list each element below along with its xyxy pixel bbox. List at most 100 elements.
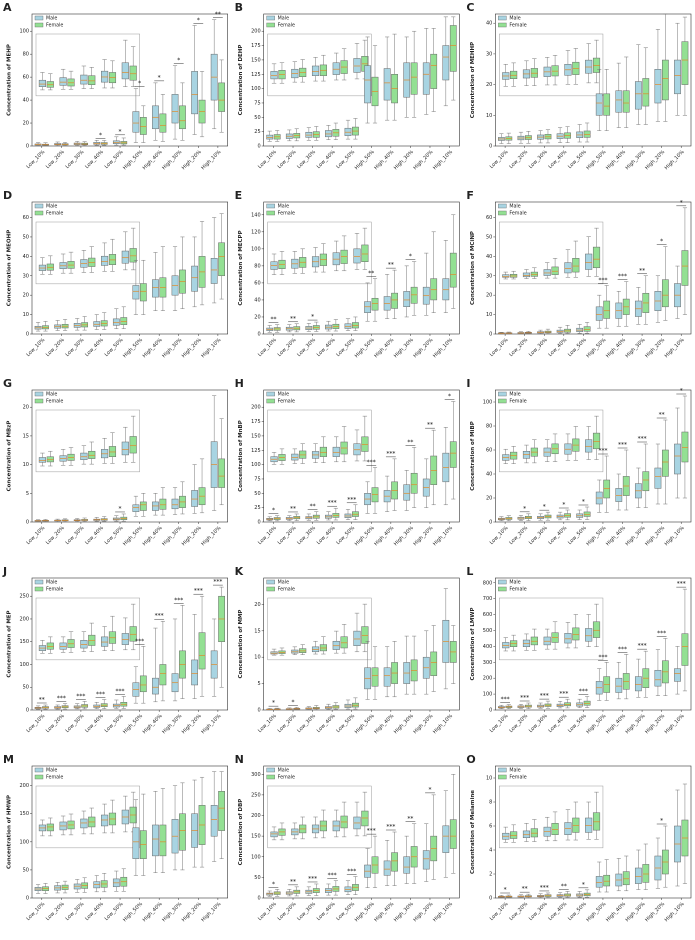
significance-label: ** [407,439,413,446]
significance-label: ** [639,267,645,274]
legend-label: Male [278,580,289,586]
x-tick-label: Low_40% [84,713,105,734]
box [179,105,186,130]
legend-swatch [266,203,275,209]
x-tick-label: Low_20% [45,525,66,546]
legend-label: Female [46,23,63,29]
x-tick-label: High_10% [664,337,686,359]
y-tick-label: 200 [483,676,493,682]
legend-swatch [498,203,507,209]
box [442,45,450,81]
x-tick-label: Low_40% [547,525,568,546]
x-tick-label: High_40% [605,525,627,547]
x-tick-label: High_40% [373,525,395,547]
x-tick-label: Low_30% [528,901,549,922]
y-tick-label: 40 [254,297,260,303]
x-tick-label: High_20% [181,149,203,171]
x-tick-label: High_50% [122,901,144,923]
legend-swatch [34,767,44,773]
significance-label: *** [386,824,395,831]
y-axis-label: Concentration of MMP [238,610,244,679]
legend-label: Male [509,768,520,774]
box [572,258,580,273]
box [430,651,438,676]
significance-label: *** [618,646,627,653]
x-tick-label: Low_40% [316,149,337,170]
box [642,864,650,883]
box [191,265,198,292]
box [129,626,137,642]
x-tick-label: Low_10% [25,149,46,170]
y-tick-label: 20 [254,314,260,320]
box [442,278,450,301]
y-axis-label: Concentration of MiBP [470,421,476,490]
x-tick-label: High_30% [161,901,183,923]
x-tick-label: High_20% [412,713,434,735]
box [595,876,603,888]
x-tick-label: High_50% [122,713,144,735]
box [88,450,96,459]
x-tick-label: Low_10% [489,337,510,358]
y-axis-label: Concentration of DEHP [238,45,244,116]
box [391,292,398,309]
significance-label: * [523,505,526,512]
x-tick-label: High_30% [393,337,415,359]
significance-label: * [680,388,683,395]
box [551,266,559,275]
legend-swatch [34,579,44,585]
x-tick-label: High_40% [142,713,164,735]
box [634,676,642,692]
box [603,874,611,887]
legend-label: Female [278,775,295,781]
legend-swatch [498,210,507,216]
significance-label: * [543,504,546,511]
significance-label: ** [522,886,528,893]
box [522,830,531,839]
y-tick-label: 125 [251,448,261,454]
y-tick-label: 0 [26,332,29,338]
box [132,285,140,300]
box [101,255,109,266]
x-tick-label: High_30% [393,901,415,923]
x-tick-label: Low_30% [296,149,317,170]
box [430,53,438,89]
legend-swatch [34,22,44,28]
y-axis-label: Concentration of HMWP [7,795,13,869]
y-tick-label: 0 [26,896,29,902]
x-tick-label: High_20% [644,337,666,359]
legend-swatch [266,391,275,397]
y-tick-label: 150 [19,811,29,817]
panel-letter: F [466,189,474,202]
x-tick-label: High_10% [200,713,222,735]
significance-label: *** [135,638,144,645]
significance-label: *** [116,688,125,695]
box [530,271,538,277]
box [80,640,88,649]
box [661,449,669,477]
box [139,117,147,135]
y-tick-label: 5 [26,491,29,497]
significance-label: *** [386,450,395,457]
box [661,59,669,101]
y-tick-label: 80 [486,424,492,430]
x-tick-label: Low_40% [84,149,105,170]
box [422,62,430,95]
significance-label: *** [96,691,105,698]
y-tick-label: 10 [486,776,492,782]
box [403,856,411,874]
box [564,633,572,644]
significance-label: ** [215,11,221,18]
legend-swatch [266,774,275,780]
legend-label: Female [46,775,63,781]
box [595,306,603,321]
x-tick-label: High_40% [373,149,395,171]
y-tick-label: 150 [251,433,261,439]
significance-label: *** [618,273,627,280]
y-tick-label: 60 [486,215,492,221]
y-tick-label: 0 [489,332,492,338]
box [311,65,320,76]
x-tick-label: Low_40% [547,337,568,358]
x-tick-label: High_10% [432,337,454,359]
y-tick-label: 100 [483,400,493,406]
significance-label: * [158,74,161,81]
